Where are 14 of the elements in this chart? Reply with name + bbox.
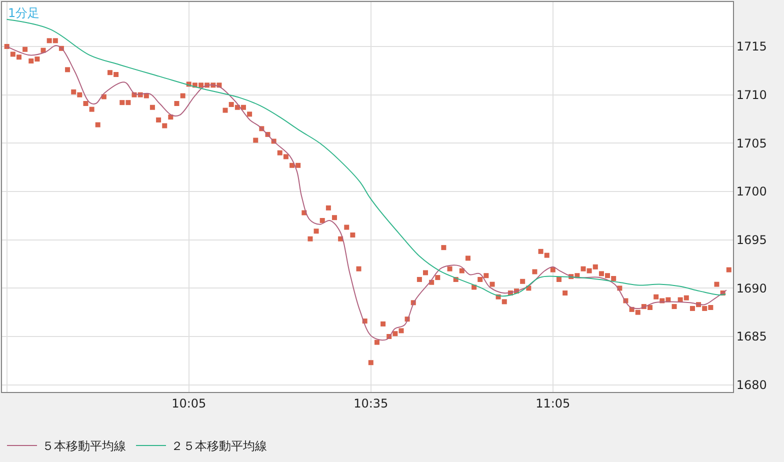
y-tick-label: 1710 (736, 88, 767, 102)
y-tick-label: 1705 (736, 136, 767, 150)
y-tick-label: 1690 (736, 281, 767, 296)
y-tick-label: 1700 (736, 184, 767, 199)
legend-label: ２５本移動平均線 (171, 439, 267, 454)
x-tick-label: 11:05 (536, 396, 570, 410)
x-tick-label: 10:35 (354, 396, 388, 410)
x-tick-label: 10:05 (172, 396, 206, 410)
legend-label: ５本移動平均線 (42, 439, 126, 454)
chart-title: 1分足 (8, 6, 40, 20)
y-tick-label: 1680 (736, 378, 767, 392)
y-tick-label: 1715 (736, 40, 767, 54)
y-tick-label: 1685 (736, 330, 767, 344)
y-tick-label: 1695 (736, 233, 767, 248)
